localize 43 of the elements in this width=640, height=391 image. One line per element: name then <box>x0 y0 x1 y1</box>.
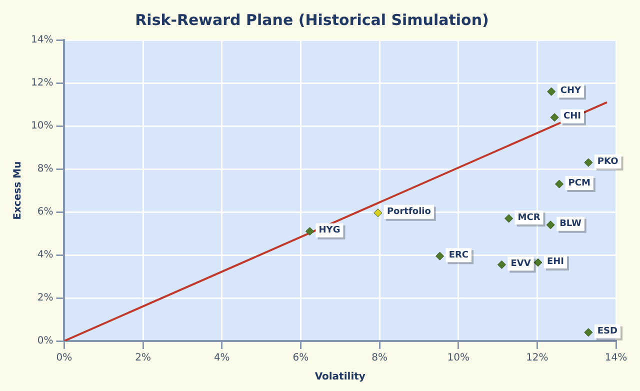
x-tick-label: 0% <box>56 352 72 364</box>
annotation: EHI <box>546 256 564 267</box>
point <box>554 180 564 188</box>
x-tick-label: 6% <box>292 352 309 364</box>
point <box>546 220 555 230</box>
x-tick-label: 2% <box>135 352 151 364</box>
y-tick-label: 10% <box>30 120 54 132</box>
y-tick-label: 6% <box>37 206 54 218</box>
x-tick-label: 12% <box>526 352 548 364</box>
y-tick-label: 4% <box>37 250 54 261</box>
annotation: MCR <box>518 212 540 223</box>
y-tick-label: 12% <box>30 78 54 89</box>
annotation: EVV <box>510 259 531 270</box>
point <box>547 87 556 96</box>
x-tick-label: 8% <box>372 352 388 364</box>
point <box>550 113 559 122</box>
y-axis-title: Excess Mu <box>12 161 24 220</box>
annotation: CHI <box>564 112 582 122</box>
x-tick-label: 10% <box>447 352 470 364</box>
y-tick-label: 0% <box>37 336 54 347</box>
point <box>584 158 593 167</box>
point <box>584 328 593 337</box>
annotation: ESD <box>597 326 618 337</box>
x-tick-label: 14% <box>604 352 628 364</box>
point <box>504 214 514 223</box>
x-axis-title: Volatility <box>314 372 366 383</box>
annotation: BLW <box>560 219 582 230</box>
annotation: CHY <box>560 86 582 96</box>
point <box>534 258 542 267</box>
annotation: Portfolio <box>386 207 431 218</box>
y-tick-label: 8% <box>37 164 54 175</box>
x-tick-label: 4% <box>214 352 230 364</box>
point <box>374 208 382 218</box>
y-tick-label: 14% <box>30 34 54 46</box>
annotation: PCM <box>568 178 590 188</box>
point <box>497 260 506 269</box>
point <box>436 252 444 260</box>
annotation: HYG <box>318 226 340 236</box>
y-tick-label: 2% <box>37 292 54 304</box>
annotation: ERC <box>448 250 469 260</box>
chart-title: Risk-Reward Plane (Historical Simulation) <box>135 10 489 29</box>
point <box>306 227 314 236</box>
annotation: PKO <box>597 156 619 167</box>
